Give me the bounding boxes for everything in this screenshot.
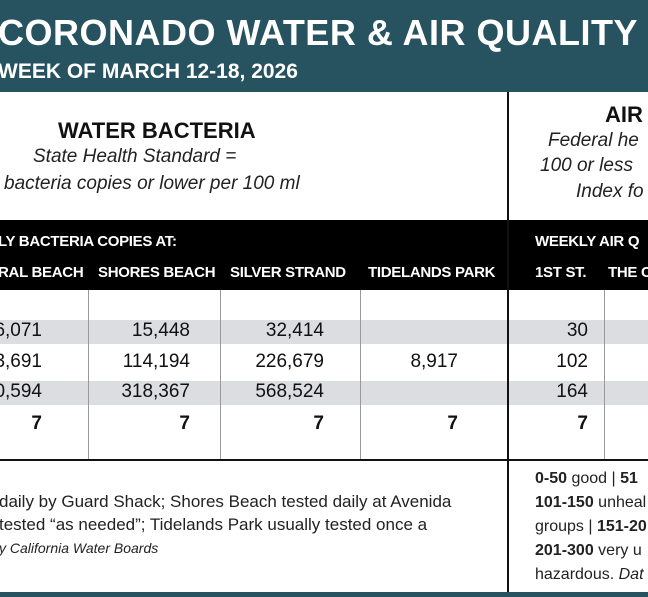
table-cell: 3,691 [0,351,42,372]
aqi-key-line: groups | 151-20 [535,518,647,535]
air-heading: AIR [605,102,643,127]
col-divider [220,290,221,460]
table-cell: 15,448 [131,320,190,341]
water-band-title: LY BACTERIA COPIES AT: [0,233,177,250]
col-header: SILVER STRAND [230,264,346,281]
col-header: SHORES BEACH [98,264,216,281]
aqi-key-line: 201-300 very u [535,542,642,559]
water-note-line1: daily by Guard Shack; Shores Beach teste… [0,492,452,511]
col-header: RAL BEACH [0,264,84,281]
water-standard-line2: bacteria copies or lower per 100 ml [4,173,300,194]
table-cell: 7 [313,413,324,434]
table-cell: 6,071 [0,320,42,341]
air-standard-line2: 100 or less [540,155,633,176]
table-cell: 102 [556,351,588,372]
header-banner [0,0,648,92]
table-cell: 318,367 [121,381,190,402]
page-title: CORONADO WATER & AIR QUALITY [0,12,638,53]
row-shade [0,320,648,344]
table-cell: 7 [179,413,190,434]
water-standard-line1: State Health Standard = [33,146,237,167]
footer-bar [0,592,648,597]
water-note-line2: tested “as needed”; Tidelands Park usual… [0,515,428,534]
table-bottom-rule [0,459,648,461]
aqi-key-line: 101-150 unheal [535,494,647,511]
air-band-title: WEEKLY AIR Q [535,233,640,250]
table-cell: 8,917 [410,351,458,372]
table-cell: 7 [447,413,458,434]
table-cell: 568,524 [255,381,324,402]
col-header: THE C [608,264,648,281]
table-cell: 226,679 [255,351,324,372]
col-header: 1ST ST. [535,264,587,281]
table-cell: 114,194 [122,351,190,372]
table-cell: 0,594 [0,381,42,402]
air-standard-line3: Index fo [576,181,644,202]
aqi-key-line: hazardous. Dat [535,566,644,583]
air-standard-line1: Federal he [548,130,639,151]
page-subtitle: WEEK OF MARCH 12-18, 2026 [0,60,298,83]
col-divider [360,290,361,460]
table-cell: 7 [577,413,588,434]
section-divider [507,92,509,592]
table-cell: 30 [566,320,588,341]
table-cell: 32,414 [265,320,324,341]
col-header: TIDELANDS PARK [368,264,496,281]
row-shade [0,381,648,405]
table-header-band [0,220,648,290]
aqi-key-line: 0-50 good | 51 [535,470,638,487]
col-divider [604,290,605,460]
water-source: y California Water Boards [0,540,159,556]
table-cell: 7 [31,413,42,434]
water-heading: WATER BACTERIA [58,118,256,143]
table-cell: 164 [556,381,588,402]
col-divider [88,290,89,460]
